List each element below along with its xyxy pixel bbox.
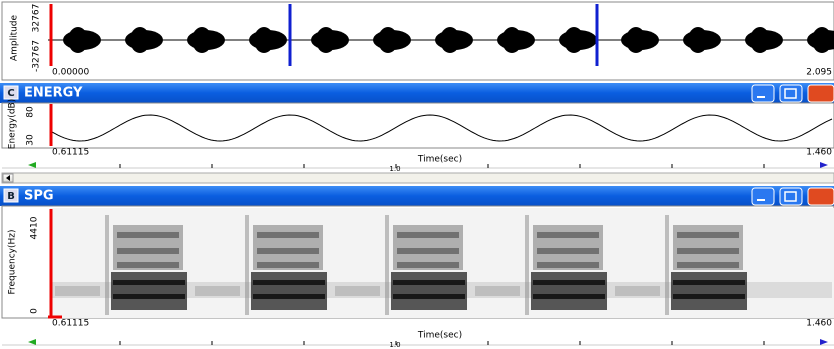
burst (68, 27, 88, 53)
harmonic (257, 262, 319, 268)
formant (111, 272, 187, 310)
title-bar (0, 83, 834, 103)
harmonic (253, 280, 325, 285)
burst (192, 27, 212, 53)
burst (750, 27, 770, 53)
close-button[interactable] (808, 85, 834, 102)
harmonic (677, 232, 739, 238)
formant (531, 272, 607, 310)
x-end: 2.095 (806, 68, 832, 78)
formant (391, 272, 467, 310)
onset (245, 215, 249, 315)
window-badge: C (7, 88, 14, 99)
x-start: 0.61115 (52, 319, 89, 329)
harmonic (537, 248, 599, 254)
tail (195, 286, 240, 296)
onset (665, 215, 669, 315)
harmonic (113, 280, 185, 285)
y-label: Energy(dB) (8, 99, 18, 149)
harmonic (397, 232, 459, 238)
harmonic (257, 248, 319, 254)
burst (440, 27, 460, 53)
formant (251, 272, 327, 310)
harmonic (257, 232, 319, 238)
burst (626, 27, 646, 53)
x-end: 1.460 (806, 319, 832, 329)
tail (335, 286, 380, 296)
formant (671, 272, 747, 310)
y-label: Amplitude (10, 14, 20, 61)
ruler-label: 1.0 (389, 341, 400, 349)
burst (316, 27, 336, 53)
harmonic (393, 280, 465, 285)
harmonic (117, 232, 179, 238)
burst (378, 27, 398, 53)
burst (688, 27, 708, 53)
window-badge: B (7, 191, 15, 202)
ruler-label: 1.0 (389, 165, 400, 173)
harmonic (393, 294, 465, 299)
harmonic (533, 294, 605, 299)
harmonic (397, 262, 459, 268)
minimize-button[interactable] (752, 85, 774, 102)
close-button[interactable] (808, 188, 834, 205)
harmonic (253, 294, 325, 299)
window-buttons[interactable] (752, 85, 834, 102)
onset (105, 215, 109, 315)
x-end: 1.460 (806, 148, 832, 158)
energy-window: C ENERGY Energy(dB) 80 30 0.61115 1.460 … (0, 83, 834, 183)
y-max: 32767 (32, 4, 42, 33)
spectrogram-energy (52, 215, 832, 315)
minimize-button[interactable] (752, 188, 774, 205)
harmonic (117, 262, 179, 268)
scrollbar[interactable] (2, 173, 834, 183)
harmonic (677, 262, 739, 268)
window-title: ENERGY (24, 86, 83, 101)
harmonic (117, 248, 179, 254)
harmonic (673, 280, 745, 285)
y-tick-label: 30 (26, 134, 36, 146)
harmonic (677, 248, 739, 254)
x-start: 0.00000 (52, 68, 89, 78)
burst (564, 27, 584, 53)
window-buttons[interactable] (752, 188, 834, 205)
maximize-button[interactable] (780, 85, 802, 102)
y-tick-label: 4410 (30, 216, 40, 239)
x-label: Time(sec) (417, 155, 462, 165)
tail (475, 286, 520, 296)
y-tick-label: 80 (26, 106, 36, 118)
app-window: Amplitude 32767 -32767 0.00000 2.095 C E… (0, 0, 834, 349)
y-label: Frequency(Hz) (8, 229, 18, 294)
tail (55, 286, 100, 296)
onset (385, 215, 389, 315)
waveform-panel: Amplitude 32767 -32767 0.00000 2.095 (2, 2, 834, 80)
burst (254, 27, 274, 53)
burst (130, 27, 150, 53)
onset (525, 215, 529, 315)
window-title: SPG (24, 189, 54, 204)
maximize-button[interactable] (780, 188, 802, 205)
harmonic (533, 280, 605, 285)
x-start: 0.61115 (52, 148, 89, 158)
burst (812, 27, 832, 53)
harmonic (113, 294, 185, 299)
harmonic (537, 232, 599, 238)
y-tick-label: 0 (30, 308, 40, 314)
title-bar (0, 186, 834, 206)
harmonic (397, 248, 459, 254)
y-min: -32767 (32, 40, 42, 72)
burst (502, 27, 522, 53)
harmonic (537, 262, 599, 268)
x-label: Time(sec) (417, 331, 462, 341)
tail (615, 286, 660, 296)
harmonic (673, 294, 745, 299)
